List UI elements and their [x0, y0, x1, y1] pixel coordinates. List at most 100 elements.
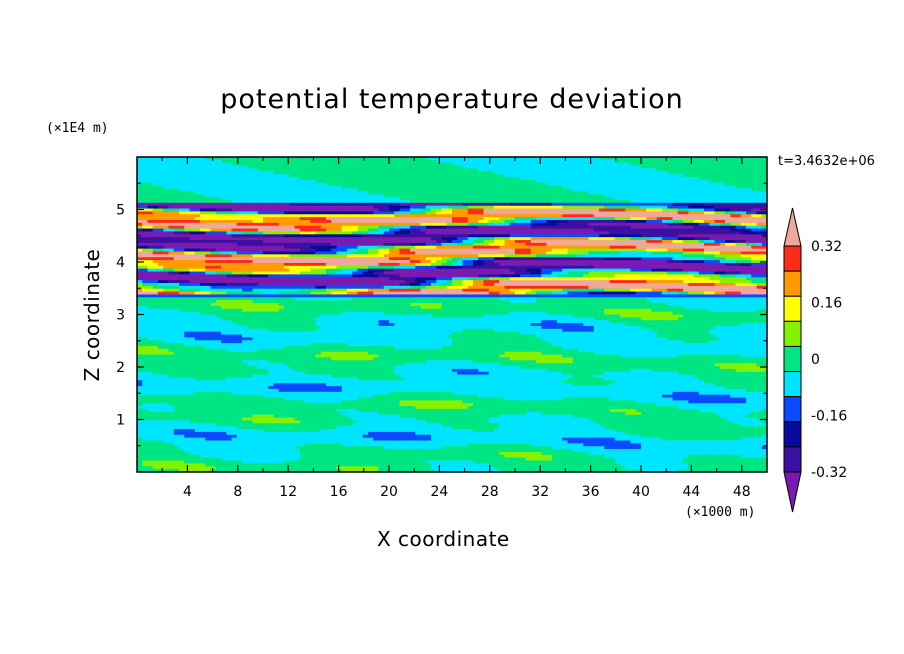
- contour-cell: [725, 179, 731, 184]
- contour-cell: [578, 159, 584, 164]
- contour-cell: [425, 182, 432, 187]
- contour-cell: [347, 171, 353, 175]
- contour-cell: [431, 182, 437, 187]
- contour-cell: [509, 205, 516, 210]
- contour-cell: [163, 165, 170, 170]
- contour-cell: [604, 159, 611, 164]
- contour-cell: [457, 157, 464, 161]
- contour-cell: [310, 199, 317, 204]
- contour-cell: [373, 171, 380, 175]
- contour-cell: [383, 191, 390, 195]
- contour-cell: [546, 174, 553, 178]
- contour-cell: [483, 177, 490, 181]
- contour-cell: [567, 194, 574, 198]
- contour-cell: [315, 174, 322, 178]
- contour-cell: [378, 191, 385, 195]
- contour-cell: [483, 185, 490, 190]
- contour-cell: [740, 205, 747, 210]
- contour-cell: [425, 199, 432, 204]
- contour-cell: [698, 191, 705, 195]
- contour-cell: [693, 194, 700, 198]
- contour-cell: [252, 182, 259, 187]
- contour-cell: [147, 208, 154, 213]
- contour-cell: [368, 179, 374, 184]
- contour-cell: [221, 171, 227, 175]
- contour-cell: [362, 157, 369, 161]
- contour-cell: [541, 199, 548, 204]
- contour-cell: [546, 182, 553, 187]
- contour-cell: [310, 188, 317, 192]
- contour-cell: [693, 174, 700, 178]
- contour-cell: [347, 168, 353, 172]
- contour-cell: [247, 171, 254, 175]
- contour-cell: [609, 159, 616, 164]
- contour-cell: [373, 165, 380, 170]
- contour-cell: [740, 177, 747, 181]
- contour-cell: [389, 168, 395, 172]
- contour-cell: [478, 199, 485, 204]
- contour-cell: [231, 185, 238, 190]
- contour-cell: [226, 171, 233, 175]
- contour-cell: [567, 199, 574, 204]
- contour-cell: [525, 168, 532, 172]
- contour-cell: [494, 191, 500, 195]
- contour-cell: [215, 179, 222, 184]
- contour-cell: [562, 185, 569, 190]
- contour-cell: [373, 177, 380, 181]
- contour-cell: [546, 168, 553, 172]
- contour-cell: [215, 182, 222, 187]
- contour-cell: [635, 165, 642, 170]
- contour-cell: [284, 191, 290, 195]
- contour-cell: [189, 199, 196, 204]
- contour-cell: [494, 162, 500, 167]
- contour-cell: [137, 171, 143, 175]
- contour-cell: [546, 177, 553, 181]
- contour-cell: [536, 165, 542, 170]
- contour-cell: [452, 199, 458, 204]
- contour-cell: [683, 188, 689, 192]
- contour-cell: [688, 165, 695, 170]
- contour-cell: [452, 182, 458, 187]
- contour-cell: [352, 191, 359, 195]
- contour-cell: [557, 159, 563, 164]
- contour-cell: [226, 205, 233, 210]
- contour-cell: [667, 171, 674, 175]
- contour-cell: [294, 185, 301, 190]
- contour-cell: [756, 165, 763, 170]
- contour-cell: [620, 174, 626, 178]
- contour-cell: [719, 182, 726, 187]
- contour-cell: [751, 199, 758, 204]
- contour-cell: [651, 202, 658, 207]
- contour-cell: [368, 205, 374, 210]
- contour-cell: [478, 179, 485, 184]
- contour-cell: [441, 165, 448, 170]
- contour-cell: [315, 165, 322, 170]
- contour-cell: [425, 188, 432, 192]
- contour-cell: [236, 177, 243, 181]
- contour-cell: [320, 182, 327, 187]
- contour-cell: [504, 205, 511, 210]
- contour-cell: [184, 162, 191, 167]
- contour-cell: [646, 162, 653, 167]
- contour-cell: [163, 168, 170, 172]
- contour-cell: [263, 199, 269, 204]
- contour-cell: [562, 205, 569, 210]
- contour-cell: [730, 168, 737, 172]
- contour-cell: [231, 157, 238, 161]
- contour-cell: [599, 182, 605, 187]
- contour-cell: [278, 199, 285, 204]
- contour-cell: [578, 157, 584, 161]
- contour-cell: [688, 177, 695, 181]
- contour-cell: [562, 202, 569, 207]
- contour-cell: [641, 202, 647, 207]
- contour-cell: [761, 194, 767, 198]
- contour-cell: [593, 168, 600, 172]
- contour-cell: [588, 157, 595, 161]
- contour-cell: [326, 174, 332, 178]
- contour-cell: [572, 194, 579, 198]
- contour-cell: [152, 165, 159, 170]
- contour-cell: [698, 157, 705, 161]
- contour-cell: [604, 168, 611, 172]
- contour-cell: [656, 159, 663, 164]
